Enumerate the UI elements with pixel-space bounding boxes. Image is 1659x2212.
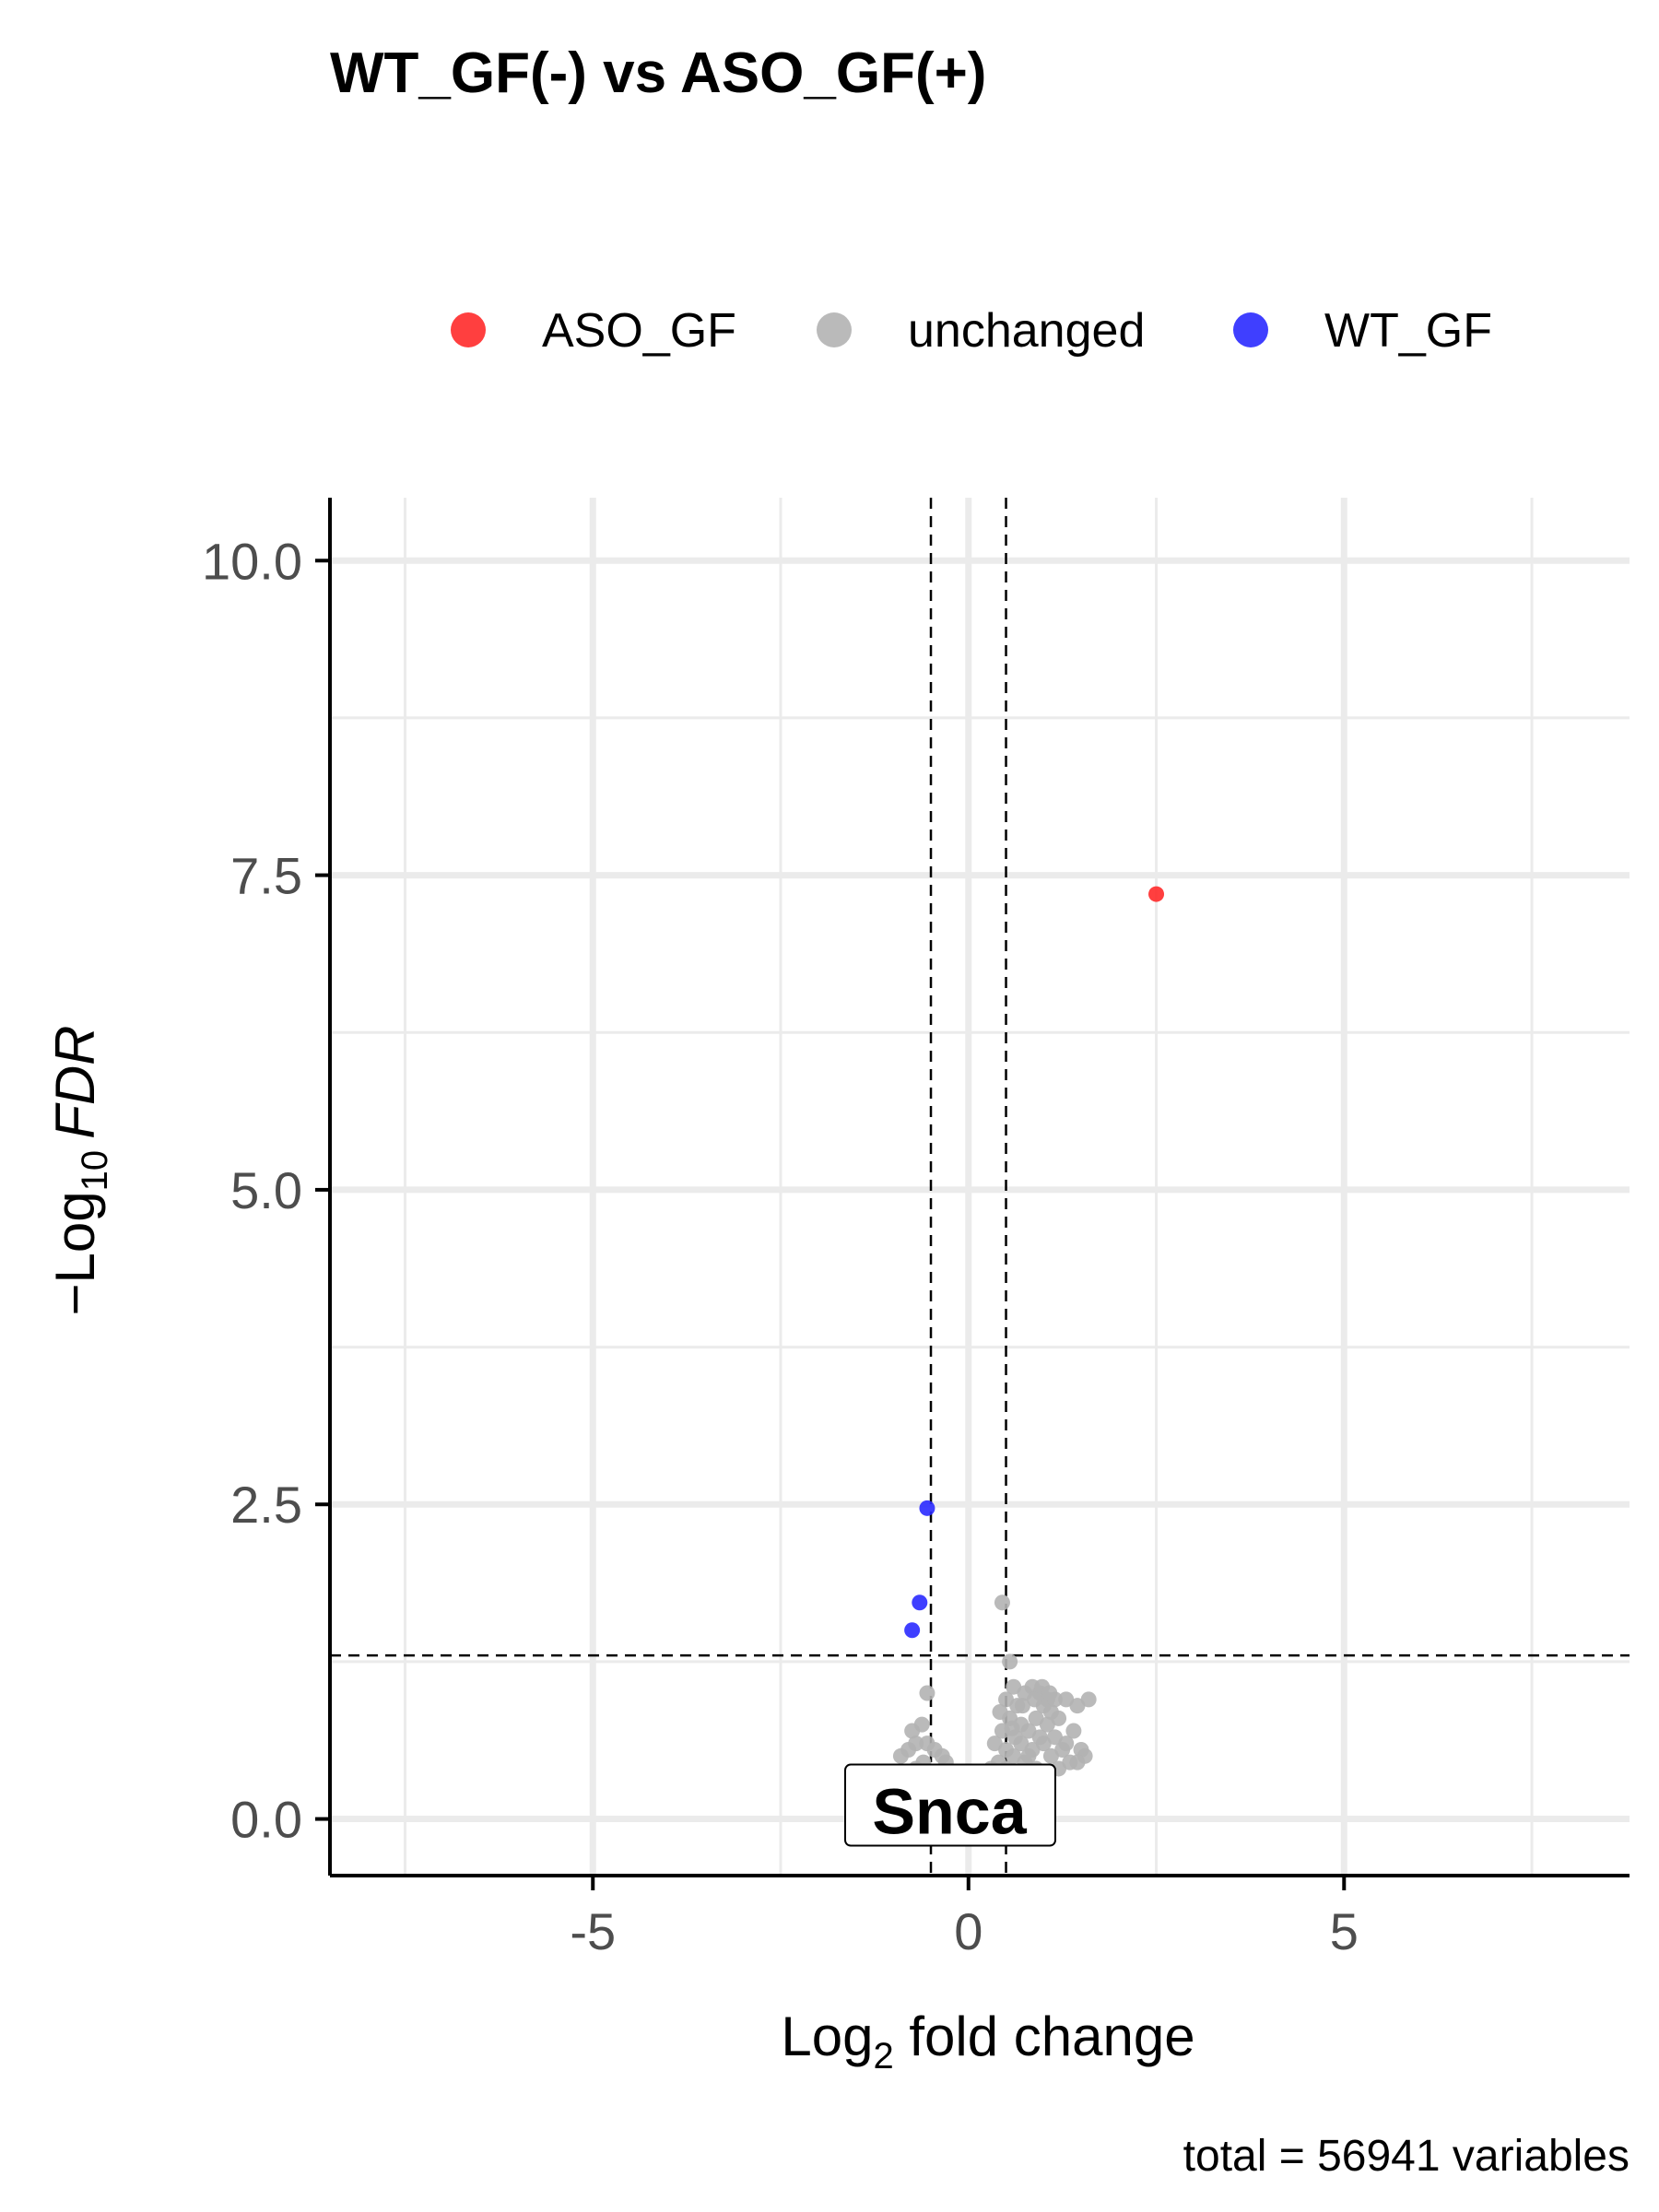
x-axis-title: Log2 fold change <box>781 2006 1194 2077</box>
y-tick-label: 2.5 <box>230 1476 302 1534</box>
legend-label-unchanged: unchanged <box>908 304 1145 358</box>
legend-label-aso-gf: ASO_GF <box>542 304 736 358</box>
x-tick-label: -5 <box>570 1902 616 1960</box>
point-unchanged <box>1006 1678 1022 1695</box>
point-unchanged <box>1014 1698 1030 1714</box>
point-unchanged <box>904 1723 921 1739</box>
legend-key-wt-gf <box>1233 312 1268 347</box>
point-wt-gf <box>904 1622 921 1639</box>
point-unchanged <box>1031 1729 1048 1746</box>
point-unchanged <box>992 1704 1008 1721</box>
legend-key-unchanged <box>817 312 852 347</box>
point-unchanged <box>919 1735 935 1752</box>
point-unchanged <box>1062 1754 1078 1771</box>
point-unchanged <box>1024 1741 1041 1758</box>
caption: total = 56941 variables <box>1183 2132 1630 2181</box>
point-aso-gf <box>1148 886 1165 902</box>
y-tick-label: 10.0 <box>202 532 302 590</box>
point-unchanged <box>1039 1716 1055 1733</box>
point-unchanged <box>892 1747 909 1764</box>
data-points <box>892 886 1165 1821</box>
gene-label: Snca <box>844 1763 1056 1848</box>
point-unchanged <box>1002 1653 1018 1670</box>
y-tick-label: 0.0 <box>230 1791 302 1849</box>
point-unchanged <box>1041 1685 1058 1701</box>
point-unchanged <box>1047 1729 1064 1746</box>
y-tick-label: 7.5 <box>230 847 302 905</box>
point-unchanged <box>919 1685 935 1701</box>
point-unchanged <box>1026 1691 1042 1708</box>
legend-key-aso-gf <box>451 312 486 347</box>
legend-label-wt-gf: WT_GF <box>1324 304 1492 358</box>
gene-label-text: Snca <box>872 1776 1027 1848</box>
chart-title: WT_GF(-) vs ASO_GF(+) <box>330 41 986 105</box>
cutoff-lines <box>330 498 1630 1876</box>
y-tick-label: 5.0 <box>230 1161 302 1219</box>
annotations: Snca <box>844 1763 1056 1848</box>
point-unchanged <box>998 1691 1015 1708</box>
x-tick-label: 5 <box>1330 1902 1359 1960</box>
legend: ASO_GF unchanged WT_GF <box>451 304 1492 358</box>
point-unchanged <box>994 1594 1010 1611</box>
y-axis-title: −Log10FDR <box>44 1026 115 1316</box>
point-unchanged <box>1054 1741 1071 1758</box>
point-wt-gf <box>919 1500 935 1516</box>
axes: 0.0 2.5 5.0 7.5 10.0 -5 0 5 <box>202 498 1630 1960</box>
grid <box>330 498 1630 1876</box>
gene-label-box <box>844 1763 1056 1847</box>
point-wt-gf <box>912 1594 928 1611</box>
x-tick-label: 0 <box>954 1902 982 1960</box>
point-unchanged <box>1065 1723 1082 1739</box>
point-unchanged <box>998 1741 1015 1758</box>
point-unchanged <box>1004 1720 1020 1736</box>
point-unchanged <box>1069 1698 1086 1714</box>
